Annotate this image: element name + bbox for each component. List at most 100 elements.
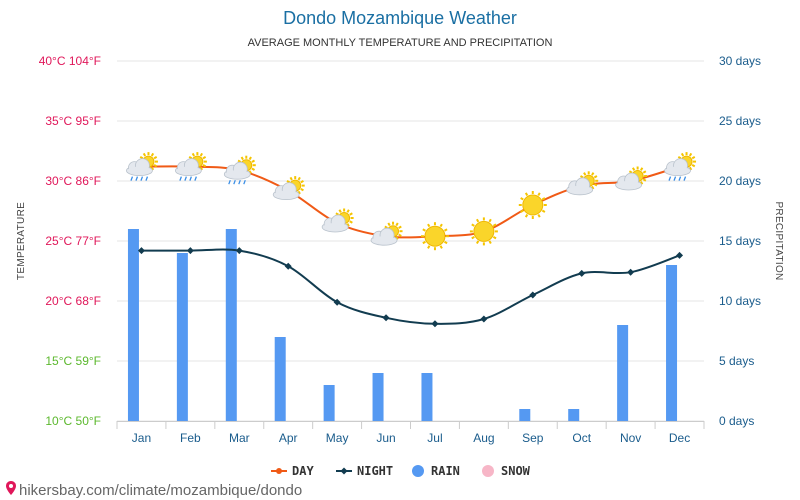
night-point (480, 315, 488, 323)
sun-ray (338, 209, 342, 213)
rain-drop (140, 176, 144, 181)
night-point (627, 268, 635, 276)
sun-ray (387, 222, 391, 227)
night-point (333, 298, 341, 306)
rain-bar (666, 265, 678, 421)
sun-ray (335, 212, 339, 216)
sun-ray (524, 214, 529, 218)
sun-ray (300, 179, 304, 184)
sun-ray (289, 176, 293, 181)
credit-link[interactable]: hikersbay.com/climate/mozambique/dondo (19, 482, 302, 499)
sun-ray (251, 159, 256, 163)
sun-ray (691, 163, 696, 168)
legend-item-night: NIGHT (336, 464, 393, 478)
sun-ray (297, 190, 301, 195)
sun-cloud-icon (272, 176, 305, 201)
sun-ray (395, 222, 399, 227)
right-tick-label: 30 days (719, 54, 761, 68)
sun-ray (583, 172, 587, 176)
rain-bar (127, 229, 139, 421)
left-axis-tick-labels: 40°C 104°F 35°C 95°F 30°C 86°F 25°C 77°F 20°… (39, 54, 101, 428)
sun-ray (199, 166, 203, 171)
rain-drop (233, 179, 236, 185)
sun-ray (488, 240, 492, 245)
cloud-part (127, 166, 152, 175)
sun-ray (439, 245, 443, 249)
rain-drop (683, 176, 687, 181)
sun-ray (346, 209, 350, 213)
sun-ray (488, 218, 492, 223)
sun-ray (248, 156, 252, 161)
rain-bar (568, 409, 580, 421)
sun-ray (471, 223, 475, 227)
rain-drop (194, 176, 197, 181)
sun-ray (398, 225, 402, 229)
sun-ray (476, 240, 480, 245)
sun-cloud-rain-icon (126, 152, 158, 181)
month-label: Jun (376, 431, 395, 445)
sun-icon (420, 222, 449, 251)
sun-ray (541, 197, 546, 201)
sun-ray (688, 152, 693, 157)
left-tick-label: 30°C 86°F (45, 174, 101, 188)
month-label: Dec (669, 431, 690, 445)
legend-item-rain: RAIN (412, 464, 460, 478)
rain-drop (668, 176, 672, 181)
rain-bar (617, 325, 629, 421)
footer-credit[interactable]: hikersbay.com/climate/mozambique/dondo (6, 481, 302, 499)
sun-ray (139, 155, 144, 160)
sun-cloud-rain-icon (664, 152, 697, 181)
legend-item-day: DAY (271, 464, 314, 478)
sun-ray (150, 152, 155, 157)
legend-marker (276, 468, 282, 474)
sun-ray (593, 175, 598, 179)
sun-ray (591, 172, 595, 176)
sun-ray (422, 228, 426, 232)
sun-ray (640, 181, 644, 185)
month-label: Jul (427, 431, 442, 445)
rain-drop (673, 176, 677, 181)
day-line (141, 165, 680, 239)
sun-icon (518, 191, 547, 219)
map-pin-icon (6, 481, 16, 495)
sun-ray (286, 179, 291, 184)
sun-ray (688, 166, 693, 171)
sun-ray (202, 155, 207, 160)
sun-ray (427, 245, 431, 249)
month-label: Nov (620, 431, 641, 445)
month-label: Jan (132, 431, 151, 445)
sun-ray (237, 159, 242, 163)
cloud-part (567, 185, 592, 194)
night-point (186, 247, 194, 255)
rain-bars (127, 229, 678, 421)
legend: DAY NIGHT RAIN SNOW (271, 464, 531, 478)
rain-bar (519, 409, 531, 421)
right-axis-title: PRECIPITATION (773, 201, 784, 280)
legend-marker (340, 467, 348, 475)
sun-cloud-icon (566, 171, 599, 196)
sun-ray (240, 156, 244, 161)
cloud-part (372, 236, 397, 245)
sun-ray (642, 178, 647, 182)
sun-ray (492, 236, 497, 240)
sun-ray (520, 197, 524, 201)
rain-bar (225, 229, 237, 421)
sun-disc (424, 225, 446, 247)
month-label: Oct (572, 431, 591, 445)
sun-ray (427, 223, 431, 228)
left-tick-label: 20°C 68°F (45, 294, 101, 308)
sun-ray (492, 223, 497, 227)
night-point (529, 291, 537, 299)
sun-ray (677, 155, 682, 160)
left-tick-label: 10°C 50°F (45, 414, 101, 428)
rain-bar (274, 337, 286, 421)
right-tick-label: 25 days (719, 114, 761, 128)
cloud-part (176, 166, 201, 175)
legend-marker (412, 465, 424, 477)
sun-ray (202, 163, 207, 168)
night-point (284, 262, 292, 270)
sun-ray (297, 176, 301, 181)
grid-lines (116, 60, 705, 429)
rain-bar (323, 385, 335, 421)
